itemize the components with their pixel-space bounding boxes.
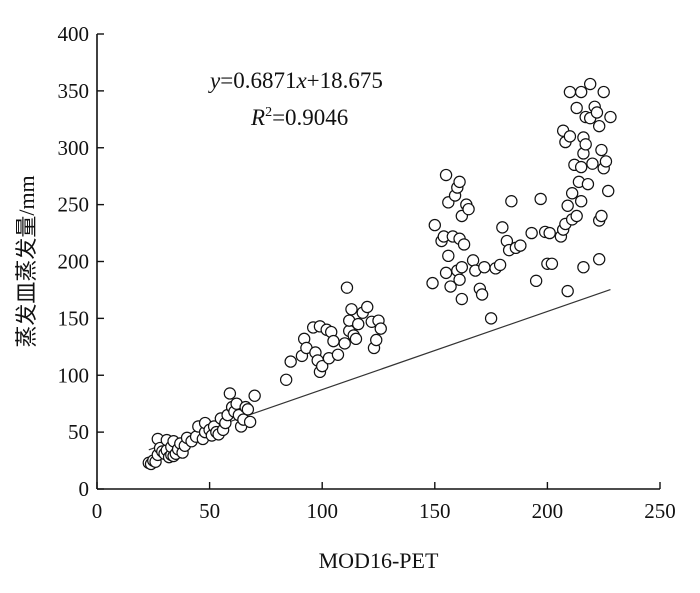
y-tick-label: 200	[58, 250, 90, 274]
data-point	[592, 253, 606, 266]
y-tick-label: 300	[58, 136, 90, 160]
x-tick-label: 200	[532, 499, 564, 523]
y-tick-label: 100	[58, 363, 90, 387]
regression-equation: y=0.6871x+18.675	[208, 68, 383, 93]
data-point	[583, 77, 597, 91]
data-point	[466, 254, 480, 267]
data-point	[545, 257, 559, 270]
data-point	[595, 209, 608, 223]
data-point	[374, 322, 387, 335]
data-point	[439, 168, 453, 182]
data-point	[223, 387, 237, 400]
data-point	[284, 355, 297, 368]
data-point	[493, 258, 507, 272]
data-point	[574, 85, 588, 99]
data-point	[444, 280, 457, 293]
data-point	[565, 187, 579, 200]
data-point	[586, 157, 599, 170]
equation-y-var: y	[208, 68, 221, 93]
x-axis-title: MOD16-PET	[319, 548, 439, 573]
equation-slope: =0.6871	[220, 68, 296, 93]
data-point	[338, 337, 351, 350]
data-point	[581, 177, 595, 191]
r-squared-exponent: 2	[265, 105, 272, 120]
data-points	[142, 77, 617, 471]
data-point	[455, 292, 469, 306]
data-point	[426, 276, 439, 290]
y-tick-label: 250	[58, 193, 90, 217]
data-point	[543, 226, 556, 240]
data-point	[595, 143, 608, 157]
r-squared-value: =0.9046	[272, 105, 348, 130]
data-point	[514, 239, 527, 252]
y-tick-label: 0	[79, 477, 90, 501]
data-point	[570, 209, 583, 223]
data-point	[577, 260, 590, 274]
data-point	[484, 312, 498, 325]
x-tick-label: 150	[419, 499, 451, 523]
ticks: 0 50 100 150 200 250 300 350 400 0 50 100 150 200 250	[58, 22, 676, 523]
data-point	[439, 266, 453, 280]
y-tick-label: 150	[58, 306, 90, 330]
data-point	[478, 260, 491, 274]
data-point	[279, 373, 293, 386]
data-point	[327, 334, 340, 348]
x-tick-label: 0	[92, 499, 103, 523]
y-tick-label: 350	[58, 79, 90, 103]
data-point	[599, 155, 613, 168]
data-point	[248, 389, 261, 402]
data-point	[574, 160, 588, 174]
data-point	[462, 202, 475, 216]
data-point	[602, 184, 615, 198]
y-tick-label: 400	[58, 22, 90, 46]
data-point	[561, 199, 574, 212]
data-point	[496, 221, 509, 234]
data-point	[604, 110, 617, 124]
data-point	[345, 303, 358, 316]
equation-intercept: +18.675	[307, 68, 383, 93]
x-tick-label: 250	[644, 499, 676, 523]
data-point	[349, 332, 363, 346]
data-point	[561, 284, 574, 298]
data-point	[579, 138, 592, 151]
data-point	[529, 274, 543, 288]
data-point	[331, 348, 345, 361]
data-point	[534, 192, 547, 206]
data-point	[428, 218, 441, 232]
data-point	[563, 130, 577, 143]
data-point	[453, 273, 466, 286]
data-point	[592, 119, 606, 133]
data-point	[475, 288, 489, 301]
data-point	[361, 300, 374, 314]
data-point	[505, 195, 518, 208]
data-point	[590, 106, 604, 119]
r-squared-symbol: R	[250, 105, 265, 130]
data-point	[455, 260, 469, 274]
data-point	[574, 195, 588, 208]
data-point	[563, 85, 577, 99]
data-point	[352, 317, 365, 331]
data-point	[453, 175, 466, 189]
data-point	[340, 281, 354, 294]
data-point	[370, 333, 383, 347]
data-point	[525, 226, 538, 240]
data-point	[442, 249, 455, 263]
y-tick-label: 50	[68, 420, 89, 444]
data-point	[241, 403, 255, 416]
equation-x-var: x	[295, 68, 307, 93]
data-point	[316, 359, 329, 373]
data-point	[597, 85, 610, 99]
data-point	[243, 415, 257, 429]
x-tick-label: 50	[199, 499, 220, 523]
data-point	[457, 238, 471, 251]
y-axis-title: 蒸发皿蒸发量/mm	[14, 175, 39, 347]
x-tick-label: 100	[306, 499, 338, 523]
data-point	[570, 101, 583, 115]
r-squared-label: R2=0.9046	[250, 105, 348, 130]
